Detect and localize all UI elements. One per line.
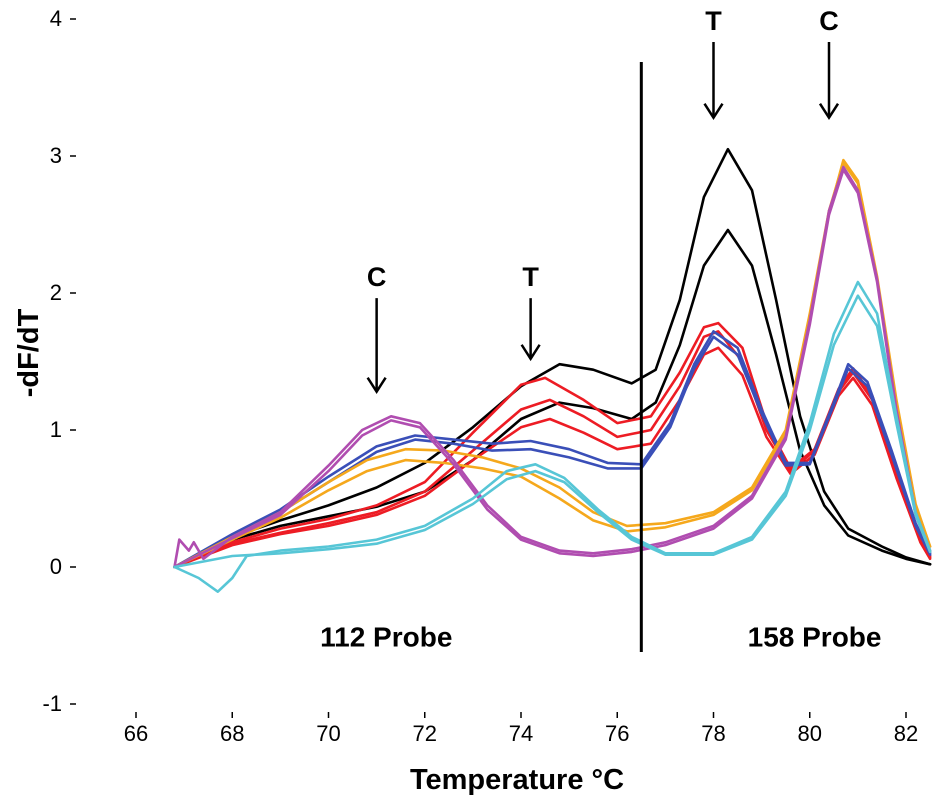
series-line: [173, 330, 932, 569]
series-line: [173, 335, 932, 569]
x-tick-label: 82: [894, 721, 918, 746]
peak-annotation-label: T: [522, 262, 539, 292]
peak-annotation-label: C: [367, 262, 387, 292]
peak-arrow-head: [366, 376, 387, 394]
x-tick-label: 66: [124, 721, 148, 746]
y-axis: -1 0 1 2 3 4: [42, 6, 76, 716]
series-line: [173, 147, 932, 569]
x-tick-label: 78: [701, 721, 725, 746]
y-tick-label: 0: [50, 554, 62, 579]
peak-annotation-label: C: [819, 6, 839, 36]
x-tick-label: 68: [220, 721, 244, 746]
y-tick-label: 4: [50, 6, 62, 31]
x-tick-label: 76: [605, 721, 629, 746]
y-tick-label: 1: [50, 417, 62, 442]
peak-arrow-head: [703, 102, 724, 120]
y-tick-label: 2: [50, 280, 62, 305]
series-line: [173, 158, 932, 569]
x-axis: 66 68 70 72 74 76 78 80 82: [124, 712, 918, 746]
series-line: [173, 294, 932, 569]
x-tick-label: 74: [509, 721, 533, 746]
x-axis-title: Temperature °C: [410, 764, 624, 796]
y-axis-title: -dF/dT: [13, 308, 45, 397]
y-tick-label: -1: [42, 691, 62, 716]
annotations: C T T C 112 Probe 158 Probe: [320, 6, 881, 653]
plot-area: [173, 147, 932, 593]
probe-label: 112 Probe: [320, 621, 452, 652]
x-tick-label: 80: [798, 721, 822, 746]
peak-annotation-label: T: [705, 6, 722, 36]
probe-label: 158 Probe: [748, 621, 882, 652]
peak-arrow-head: [818, 102, 840, 120]
x-tick-label: 72: [413, 721, 437, 746]
y-tick-label: 3: [50, 143, 62, 168]
peak-arrow-head: [520, 344, 541, 362]
x-tick-label: 70: [316, 721, 340, 746]
series-line: [173, 168, 932, 569]
series-line: [173, 280, 932, 593]
